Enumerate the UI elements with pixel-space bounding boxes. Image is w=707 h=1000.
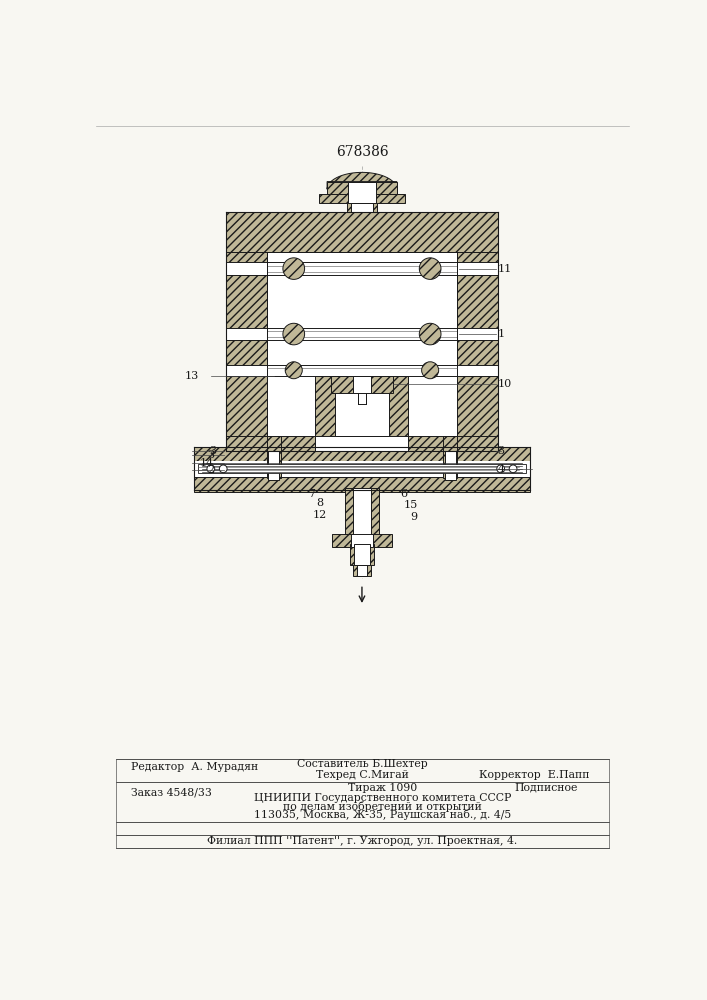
Bar	[315, 376, 409, 451]
Bar	[335, 376, 389, 436]
Text: Подписное: Подписное	[514, 783, 578, 793]
Bar	[327, 182, 397, 194]
Bar	[351, 544, 373, 565]
Circle shape	[497, 465, 505, 473]
Bar	[194, 477, 530, 492]
Text: Филиал ППП ''Патент'', г. Ужгород, ул. Проектная, 4.: Филиал ППП ''Патент'', г. Ужгород, ул. П…	[207, 836, 517, 846]
Bar	[457, 262, 498, 275]
Bar	[351, 203, 373, 212]
Text: 3: 3	[208, 450, 215, 460]
Text: 3: 3	[209, 446, 216, 456]
Bar	[226, 212, 498, 252]
Text: 6: 6	[400, 489, 407, 499]
Text: 4: 4	[498, 464, 505, 474]
Bar	[315, 436, 409, 451]
Text: 7: 7	[308, 489, 315, 499]
Bar	[320, 194, 404, 203]
Circle shape	[421, 362, 438, 379]
Text: 1: 1	[498, 329, 505, 339]
Bar	[358, 393, 366, 404]
Bar	[348, 182, 376, 203]
Bar	[331, 376, 393, 393]
Bar	[332, 534, 392, 547]
Text: 8: 8	[316, 498, 323, 508]
Text: Техред С.Мигай: Техред С.Мигай	[315, 770, 409, 780]
Bar	[351, 534, 373, 547]
Polygon shape	[327, 172, 397, 189]
Text: 2: 2	[208, 465, 215, 475]
Bar	[457, 365, 498, 376]
Text: 13: 13	[185, 371, 199, 381]
Bar	[353, 376, 371, 393]
Circle shape	[419, 323, 441, 345]
Bar	[267, 252, 457, 443]
Bar	[194, 461, 530, 477]
Text: Редактор  А. Мурадян: Редактор А. Мурадян	[131, 762, 258, 772]
Circle shape	[509, 465, 517, 473]
Bar	[198, 464, 526, 473]
Bar	[226, 262, 267, 275]
Bar	[267, 328, 457, 340]
Bar	[356, 565, 368, 576]
Circle shape	[285, 362, 303, 379]
Bar	[267, 365, 457, 376]
Bar	[267, 436, 281, 478]
Bar	[226, 436, 498, 451]
Text: Составитель Б.Шехтер: Составитель Б.Шехтер	[296, 759, 427, 769]
Bar	[457, 252, 498, 451]
Bar	[457, 328, 498, 340]
Text: по делам изобретений и открытий: по делам изобретений и открытий	[284, 801, 482, 812]
Circle shape	[283, 323, 305, 345]
Bar	[194, 447, 530, 461]
Bar	[347, 203, 377, 212]
Text: 678386: 678386	[336, 145, 388, 159]
Text: 15: 15	[404, 500, 418, 510]
Bar	[445, 451, 456, 480]
Bar	[345, 488, 379, 538]
Text: 11: 11	[498, 264, 512, 274]
Text: ЦНИИПИ Государственного комитета СССР: ЦНИИПИ Государственного комитета СССР	[255, 793, 512, 803]
Text: 9: 9	[410, 512, 417, 522]
Text: 113035, Москва, Ж-35, Раушская наб., д. 4/5: 113035, Москва, Ж-35, Раушская наб., д. …	[255, 809, 511, 820]
Bar	[353, 565, 371, 576]
Text: Тираж 1090: Тираж 1090	[349, 783, 418, 793]
Text: 10: 10	[498, 379, 512, 389]
Text: 14: 14	[199, 458, 214, 468]
Bar	[226, 252, 267, 451]
Text: 12: 12	[312, 510, 327, 520]
Circle shape	[207, 465, 215, 473]
Text: Заказ 4548/33: Заказ 4548/33	[131, 788, 212, 798]
Bar	[354, 544, 370, 565]
Bar	[443, 436, 457, 478]
Circle shape	[283, 258, 305, 279]
Circle shape	[219, 465, 227, 473]
Text: 3: 3	[498, 446, 505, 456]
Bar	[226, 365, 267, 376]
Bar	[226, 328, 267, 340]
Circle shape	[419, 258, 441, 279]
Bar	[353, 488, 371, 538]
Bar	[267, 262, 457, 275]
Text: Корректор  Е.Папп: Корректор Е.Папп	[479, 770, 589, 780]
Bar	[268, 451, 279, 480]
